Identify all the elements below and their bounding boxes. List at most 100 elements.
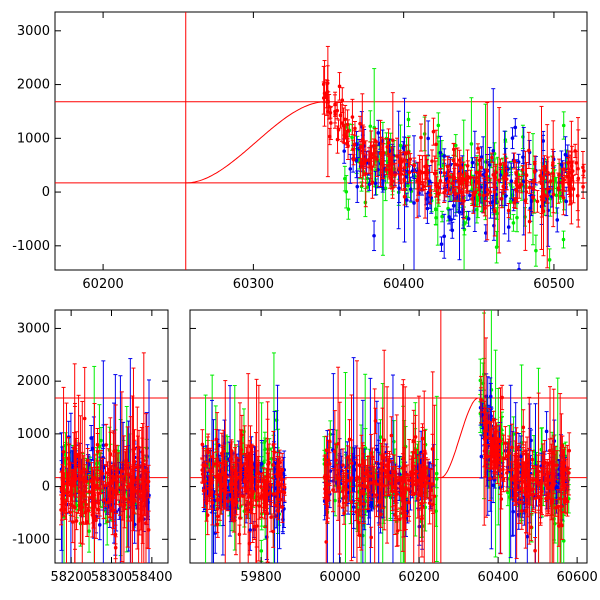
data-point bbox=[548, 179, 553, 183]
data-point bbox=[483, 182, 488, 187]
data-point bbox=[64, 481, 69, 486]
data-point bbox=[387, 157, 392, 161]
data-point bbox=[483, 231, 488, 235]
data-point bbox=[263, 447, 267, 451]
data-point bbox=[574, 161, 579, 165]
data-point bbox=[120, 495, 125, 500]
data-point bbox=[477, 158, 482, 163]
data-point bbox=[139, 493, 144, 498]
data-point bbox=[275, 474, 280, 479]
data-point bbox=[476, 198, 480, 203]
model-curve bbox=[440, 397, 479, 479]
data-point bbox=[571, 187, 576, 191]
data-point bbox=[383, 186, 388, 191]
data-point bbox=[226, 499, 230, 504]
data-point bbox=[80, 470, 84, 475]
data-point bbox=[398, 143, 403, 148]
data-point bbox=[419, 135, 423, 140]
data-point bbox=[557, 173, 561, 177]
x-tick-label: 60500 bbox=[533, 277, 574, 292]
x-tick-label: 60400 bbox=[383, 277, 424, 292]
data-point bbox=[406, 183, 410, 188]
data-point bbox=[104, 443, 109, 447]
data-point bbox=[390, 179, 395, 184]
data-point bbox=[464, 181, 469, 185]
data-point bbox=[101, 498, 106, 502]
data-point bbox=[473, 190, 478, 195]
data-point bbox=[450, 181, 455, 186]
y-tick-label: 1000 bbox=[17, 131, 50, 146]
data-point bbox=[521, 155, 525, 159]
data-point bbox=[146, 480, 150, 484]
data-point bbox=[493, 209, 497, 214]
x-tick-label: 58400 bbox=[131, 570, 172, 585]
data-point bbox=[237, 475, 242, 480]
data-point bbox=[531, 187, 535, 191]
top-panel: -1000 0 1000 2000 3000 60200 60300 60400 60500 bbox=[12, 11, 588, 292]
data-point bbox=[228, 457, 233, 461]
data-point bbox=[527, 185, 532, 190]
data-point bbox=[503, 138, 508, 142]
plot-frame bbox=[189, 309, 588, 564]
data-point bbox=[506, 225, 511, 229]
data-point bbox=[407, 170, 412, 175]
data-point bbox=[210, 454, 215, 459]
data-point bbox=[402, 194, 407, 199]
data-point bbox=[492, 190, 497, 194]
data-point bbox=[271, 463, 275, 467]
data-point bbox=[231, 503, 236, 508]
data-point bbox=[259, 462, 264, 466]
data-point bbox=[481, 193, 486, 198]
data-point bbox=[468, 193, 472, 198]
data-point bbox=[438, 150, 443, 155]
data-point bbox=[488, 190, 492, 194]
data-point bbox=[340, 98, 345, 102]
series-red bbox=[59, 352, 151, 563]
data-point bbox=[436, 191, 441, 195]
data-point bbox=[355, 184, 360, 189]
data-point bbox=[210, 500, 215, 505]
data-point bbox=[500, 196, 504, 201]
data-point bbox=[510, 136, 515, 140]
data-point bbox=[469, 142, 474, 146]
data-point bbox=[126, 500, 131, 504]
data-point bbox=[555, 218, 560, 222]
data-point bbox=[393, 173, 397, 177]
data-point bbox=[376, 131, 381, 135]
y-tick-label: 3000 bbox=[17, 24, 50, 39]
data-point bbox=[342, 149, 347, 153]
data-point bbox=[512, 159, 517, 163]
data-point bbox=[61, 468, 65, 472]
data-point bbox=[269, 515, 273, 520]
data-point bbox=[343, 176, 347, 181]
data-point bbox=[471, 193, 476, 197]
data-point bbox=[238, 493, 243, 498]
data-point bbox=[541, 209, 546, 213]
data-point bbox=[576, 176, 581, 181]
data-point bbox=[350, 115, 355, 119]
data-point bbox=[528, 206, 533, 211]
data-point bbox=[281, 517, 285, 522]
data-point bbox=[68, 510, 73, 515]
data-point bbox=[495, 211, 499, 216]
data-point bbox=[485, 169, 490, 173]
data-point bbox=[268, 482, 273, 487]
data-point bbox=[132, 459, 137, 464]
data-point bbox=[279, 477, 284, 482]
data-point bbox=[438, 179, 443, 183]
data-point bbox=[527, 219, 532, 224]
data-point bbox=[373, 139, 378, 144]
data-point bbox=[575, 193, 580, 198]
data-point bbox=[352, 142, 357, 147]
data-point bbox=[470, 160, 475, 165]
model-curve bbox=[185, 101, 326, 184]
plot-area bbox=[55, 352, 168, 563]
data-point bbox=[439, 242, 444, 246]
data-point bbox=[564, 199, 568, 204]
data-point bbox=[66, 456, 71, 461]
data-point bbox=[373, 181, 378, 186]
data-point bbox=[84, 479, 89, 484]
data-point bbox=[120, 469, 124, 474]
data-point bbox=[449, 217, 453, 222]
